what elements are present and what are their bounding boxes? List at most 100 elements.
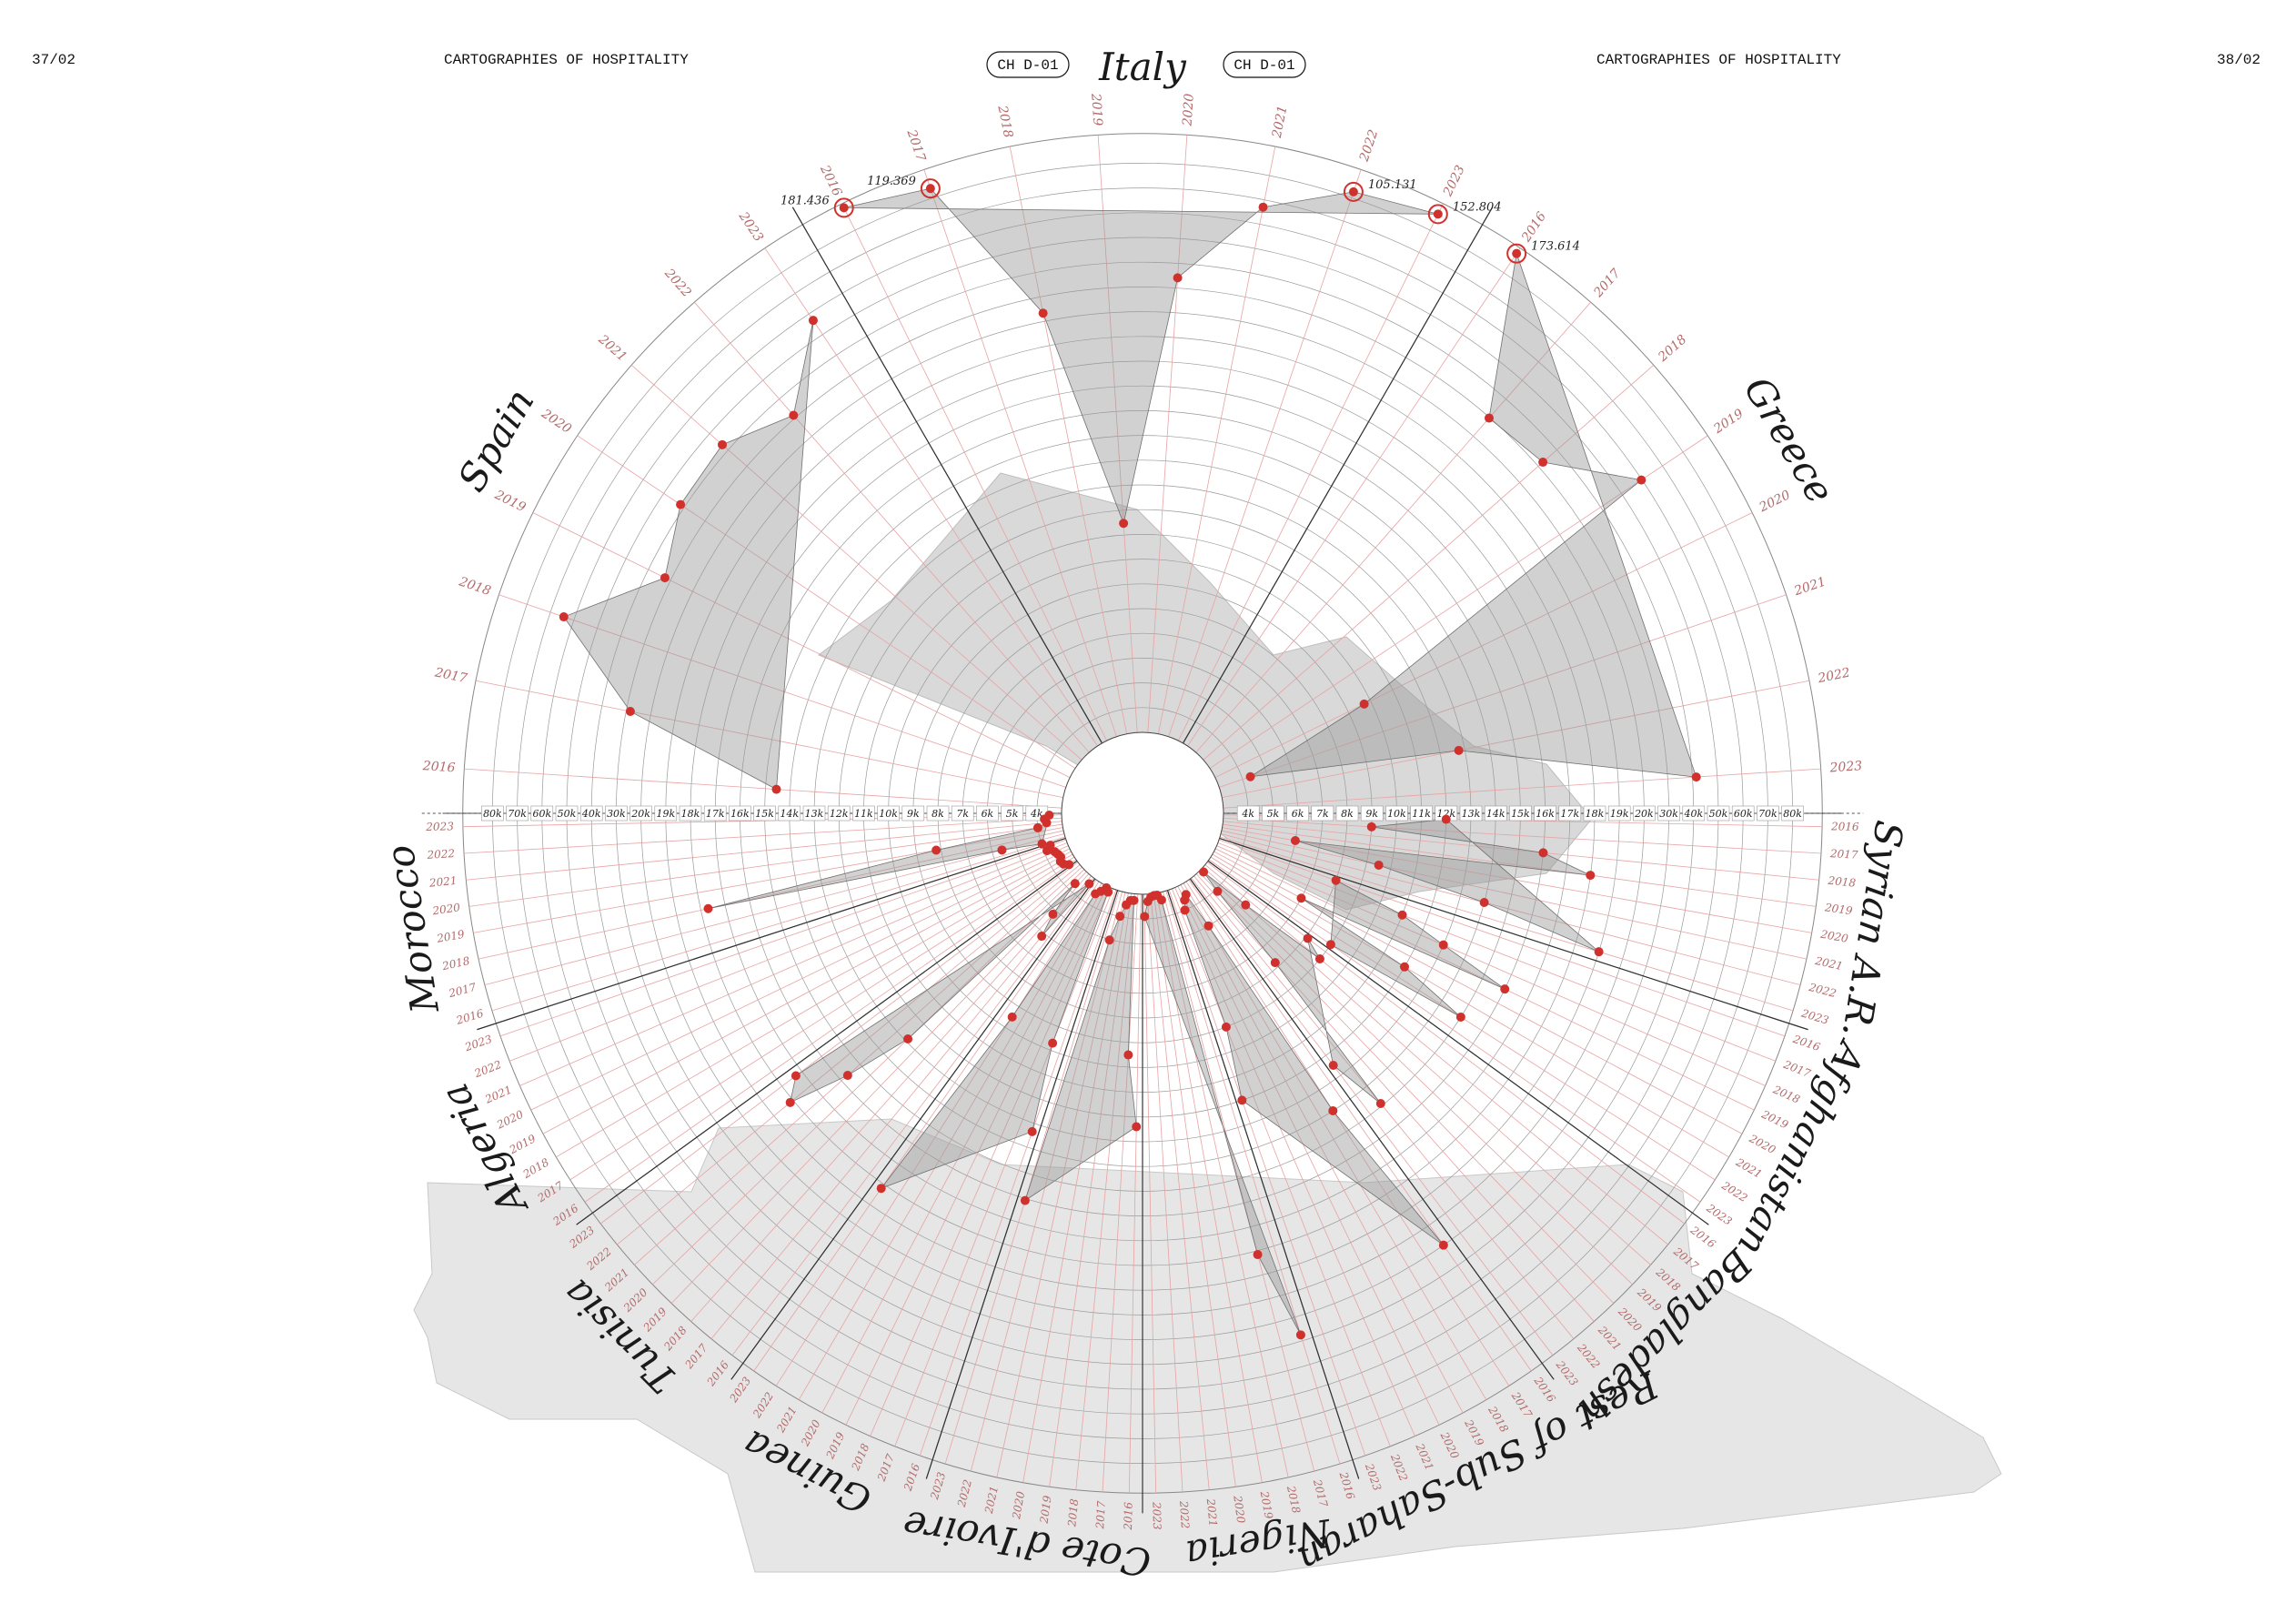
year-label: 2019 [1759, 1107, 1791, 1132]
spoke [1156, 892, 1263, 1483]
sector-divider [1189, 878, 1555, 1380]
data-point [1512, 248, 1522, 258]
spoke [466, 821, 1062, 881]
data-point [808, 316, 818, 326]
year-label: 2017 [903, 127, 928, 164]
spoke [584, 859, 1077, 1203]
tick-label: 80k [1783, 808, 1802, 820]
year-label: 2023 [735, 208, 766, 244]
year-label: 2019 [1823, 901, 1854, 917]
sector-divider [1219, 837, 1808, 1031]
spoke [1049, 893, 1133, 1487]
spoke [841, 203, 1107, 741]
year-label: 2023 [462, 1033, 494, 1054]
spoke [1183, 882, 1487, 1400]
tick-label: 70k [508, 808, 527, 820]
data-point [1032, 822, 1042, 832]
code-pill [986, 51, 1070, 78]
tick-label: 50k [1709, 808, 1728, 820]
year-label: 2021 [1733, 1155, 1764, 1181]
tick-label-box [827, 805, 851, 822]
data-point [1397, 910, 1407, 920]
tick-label-box [1757, 805, 1779, 822]
sector-divider [576, 860, 1078, 1225]
data-point [1143, 896, 1153, 906]
data-point [1366, 822, 1376, 832]
data-point [1241, 900, 1251, 910]
tick-label: 19k [1610, 808, 1629, 820]
spoke [944, 891, 1120, 1465]
year-label: 2017 [1093, 1500, 1108, 1530]
year-label: 2022 [1177, 1499, 1192, 1528]
spoke [484, 833, 1064, 986]
year-label: 2019 [491, 488, 528, 516]
data-point [1091, 889, 1101, 899]
data-point [791, 1071, 801, 1081]
spoke [694, 301, 1090, 753]
spoke [476, 680, 1063, 799]
data-point [1296, 893, 1306, 903]
tick-label-box [605, 805, 628, 822]
tick-label: 80k [483, 808, 502, 820]
data-point [1295, 1330, 1305, 1340]
spoke [1097, 135, 1138, 733]
spoke [845, 885, 1108, 1426]
spoke [919, 889, 1117, 1457]
year-label: 2021 [1270, 105, 1291, 140]
tick-label-box [1583, 805, 1606, 822]
year-label: 2019 [1258, 1489, 1275, 1520]
data-point [1119, 519, 1129, 529]
tick-label-box [1236, 805, 1260, 822]
sector-name: Greece [1736, 369, 1843, 511]
tick-label: 60k [1734, 808, 1753, 820]
tick-label-box [1509, 805, 1532, 822]
spoke [870, 887, 1111, 1437]
year-label: 2021 [982, 1485, 1001, 1516]
year-label: 2023 [1799, 1006, 1831, 1027]
year-label: 2020 [494, 1108, 526, 1133]
running-title: CARTOGRAPHIES OF HOSPITALITY [1596, 52, 1841, 68]
data-point [1328, 1060, 1338, 1070]
data-point [1245, 771, 1255, 781]
spoke [569, 856, 1075, 1181]
sector-name: Spain [449, 381, 543, 499]
tick-label-box [778, 805, 801, 822]
spoke [1221, 830, 1807, 960]
year-label: 2022 [661, 266, 694, 300]
tick-label: 8k [1341, 808, 1354, 820]
data-point [1328, 1105, 1338, 1115]
tick-label-box [579, 805, 603, 822]
data-point [1122, 900, 1132, 910]
data-point [1438, 940, 1448, 950]
spoke [1172, 888, 1391, 1447]
spoke [1218, 839, 1786, 1037]
year-label: 2018 [1655, 332, 1689, 365]
year-label: 2018 [1284, 1484, 1304, 1515]
year-label: 2023 [425, 820, 454, 833]
tick-label: 30k [607, 808, 626, 820]
data-point [1594, 947, 1604, 957]
tick-label: 6k [982, 808, 994, 820]
data-point [1203, 921, 1213, 931]
year-label: 2020 [1180, 93, 1196, 127]
spoke [519, 845, 1069, 1086]
tick-label-box [1360, 805, 1384, 822]
year-label: 2018 [1065, 1498, 1081, 1528]
spoke [1223, 768, 1821, 809]
data-point [1132, 1122, 1142, 1132]
year-label: 2020 [538, 406, 573, 437]
spoke [1168, 889, 1366, 1457]
sector-divider [1207, 860, 1709, 1225]
sector-area [563, 320, 814, 791]
tick-label: 9k [907, 808, 920, 820]
year-label: 2021 [482, 1084, 514, 1106]
year-label: 2023 [1150, 1501, 1163, 1530]
data-point [1479, 898, 1489, 908]
data-point [1691, 772, 1701, 782]
running-title: CARTOGRAPHIES OF HOSPITALITY [444, 52, 689, 68]
spoke [1204, 864, 1668, 1245]
spoke [1185, 881, 1510, 1386]
year-label: 2020 [1010, 1490, 1027, 1521]
spoke [970, 892, 1123, 1472]
